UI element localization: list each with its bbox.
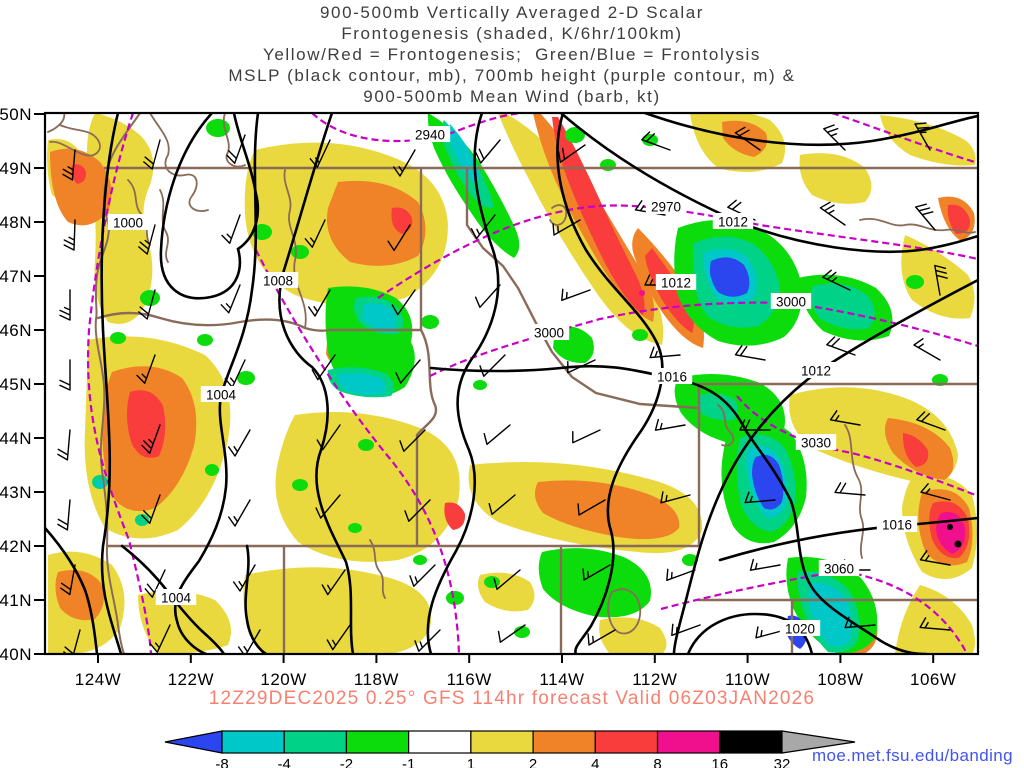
- svg-text:47N: 47N: [0, 267, 32, 286]
- title-line: 900-500mb Mean Wind (barb, kt): [363, 87, 661, 106]
- or-id-border: [415, 328, 438, 548]
- svg-text:46N: 46N: [0, 321, 32, 340]
- svg-text:1012: 1012: [801, 364, 831, 379]
- svg-text:124W: 124W: [75, 670, 121, 689]
- svg-text:-1: -1: [402, 756, 415, 768]
- svg-text:3030: 3030: [801, 436, 831, 451]
- mslp-contours: [45, 113, 978, 654]
- svg-text:2970: 2970: [651, 200, 681, 215]
- svg-text:110W: 110W: [725, 670, 770, 689]
- title-line: 900-500mb Vertically Averaged 2-D Scalar: [319, 3, 705, 22]
- svg-text:49N: 49N: [0, 159, 32, 178]
- shade-extreme-dots: [947, 524, 962, 548]
- svg-text:16: 16: [711, 756, 728, 768]
- svg-text:-4: -4: [278, 756, 291, 768]
- svg-text:1004: 1004: [161, 591, 192, 606]
- snake-river-wiggle: [369, 539, 386, 599]
- svg-text:114W: 114W: [539, 670, 584, 689]
- svg-text:4: 4: [591, 756, 599, 768]
- forecast-caption: 12Z29DEC2025 0.25° GFS 114hr forecast Va…: [209, 688, 815, 709]
- svg-text:43N: 43N: [0, 483, 32, 502]
- colorbar: -8 -4 -2 -1 1 2 4 8 16 32: [164, 730, 856, 768]
- svg-text:44N: 44N: [0, 429, 32, 448]
- title-line: MSLP (black contour, mb), 700mb height (…: [228, 66, 796, 85]
- svg-text:-2: -2: [340, 756, 353, 768]
- svg-text:45N: 45N: [0, 375, 32, 394]
- svg-text:1020: 1020: [785, 622, 815, 637]
- wa-or-border: [96, 311, 423, 332]
- yellowstone-lake: [717, 404, 735, 447]
- svg-text:2: 2: [529, 756, 537, 768]
- shade-red: [71, 117, 971, 645]
- svg-text:41N: 41N: [0, 591, 32, 610]
- svg-text:1008: 1008: [263, 274, 293, 289]
- svg-text:1000: 1000: [113, 216, 143, 231]
- svg-text:1004: 1004: [206, 388, 237, 403]
- svg-text:48N: 48N: [0, 213, 32, 232]
- svg-text:120W: 120W: [260, 670, 306, 689]
- svg-text:1012: 1012: [661, 276, 691, 291]
- svg-text:1012: 1012: [718, 215, 748, 230]
- svg-text:108W: 108W: [817, 670, 863, 689]
- puget-sound-coast: [47, 113, 246, 263]
- great-salt-lake: [607, 588, 642, 635]
- svg-text:1016: 1016: [882, 518, 912, 533]
- svg-text:1016: 1016: [657, 370, 687, 385]
- svg-text:32: 32: [774, 756, 791, 768]
- title-line: Yellow/Red = Frontogenesis; Green/Blue =…: [262, 45, 762, 64]
- svg-text:116W: 116W: [447, 670, 492, 689]
- title-line: Frontogenesis (shaded, K/6hr/100km): [341, 24, 683, 43]
- svg-text:106W: 106W: [910, 670, 956, 689]
- svg-text:112W: 112W: [632, 670, 677, 689]
- svg-text:3000: 3000: [534, 326, 564, 341]
- credit-link[interactable]: moe.met.fsu.edu/banding: [812, 746, 1013, 765]
- lat-axis: 50N 49N 48N 47N 46N 45N 44N 43N 42N 41N 40N: [0, 105, 45, 664]
- wyoming-river: [844, 424, 865, 559]
- svg-text:3000: 3000: [776, 295, 806, 310]
- svg-text:3060: 3060: [824, 562, 854, 577]
- svg-text:42N: 42N: [0, 537, 32, 556]
- svg-text:40N: 40N: [0, 645, 32, 664]
- svg-text:2940: 2940: [415, 128, 445, 143]
- svg-text:50N: 50N: [0, 105, 32, 124]
- svg-text:-8: -8: [215, 756, 228, 768]
- chart-title: 900-500mb Vertically Averaged 2-D Scalar…: [0, 2, 1024, 107]
- missouri-river: [859, 218, 976, 234]
- flathead-lake: [549, 204, 568, 226]
- wind-barbs-layer: [57, 122, 951, 654]
- lon-axis: 124W 122W 120W 118W 116W 114W 112W 110W 108W 106W: [75, 654, 956, 689]
- svg-text:122W: 122W: [168, 670, 214, 689]
- contour-labels-layer: 1000 1008 1004 1004 1012 1012 1016 1012 1016 1020…: [107, 126, 918, 637]
- svg-text:8: 8: [653, 756, 661, 768]
- svg-text:118W: 118W: [354, 670, 399, 689]
- svg-text:1: 1: [467, 756, 475, 768]
